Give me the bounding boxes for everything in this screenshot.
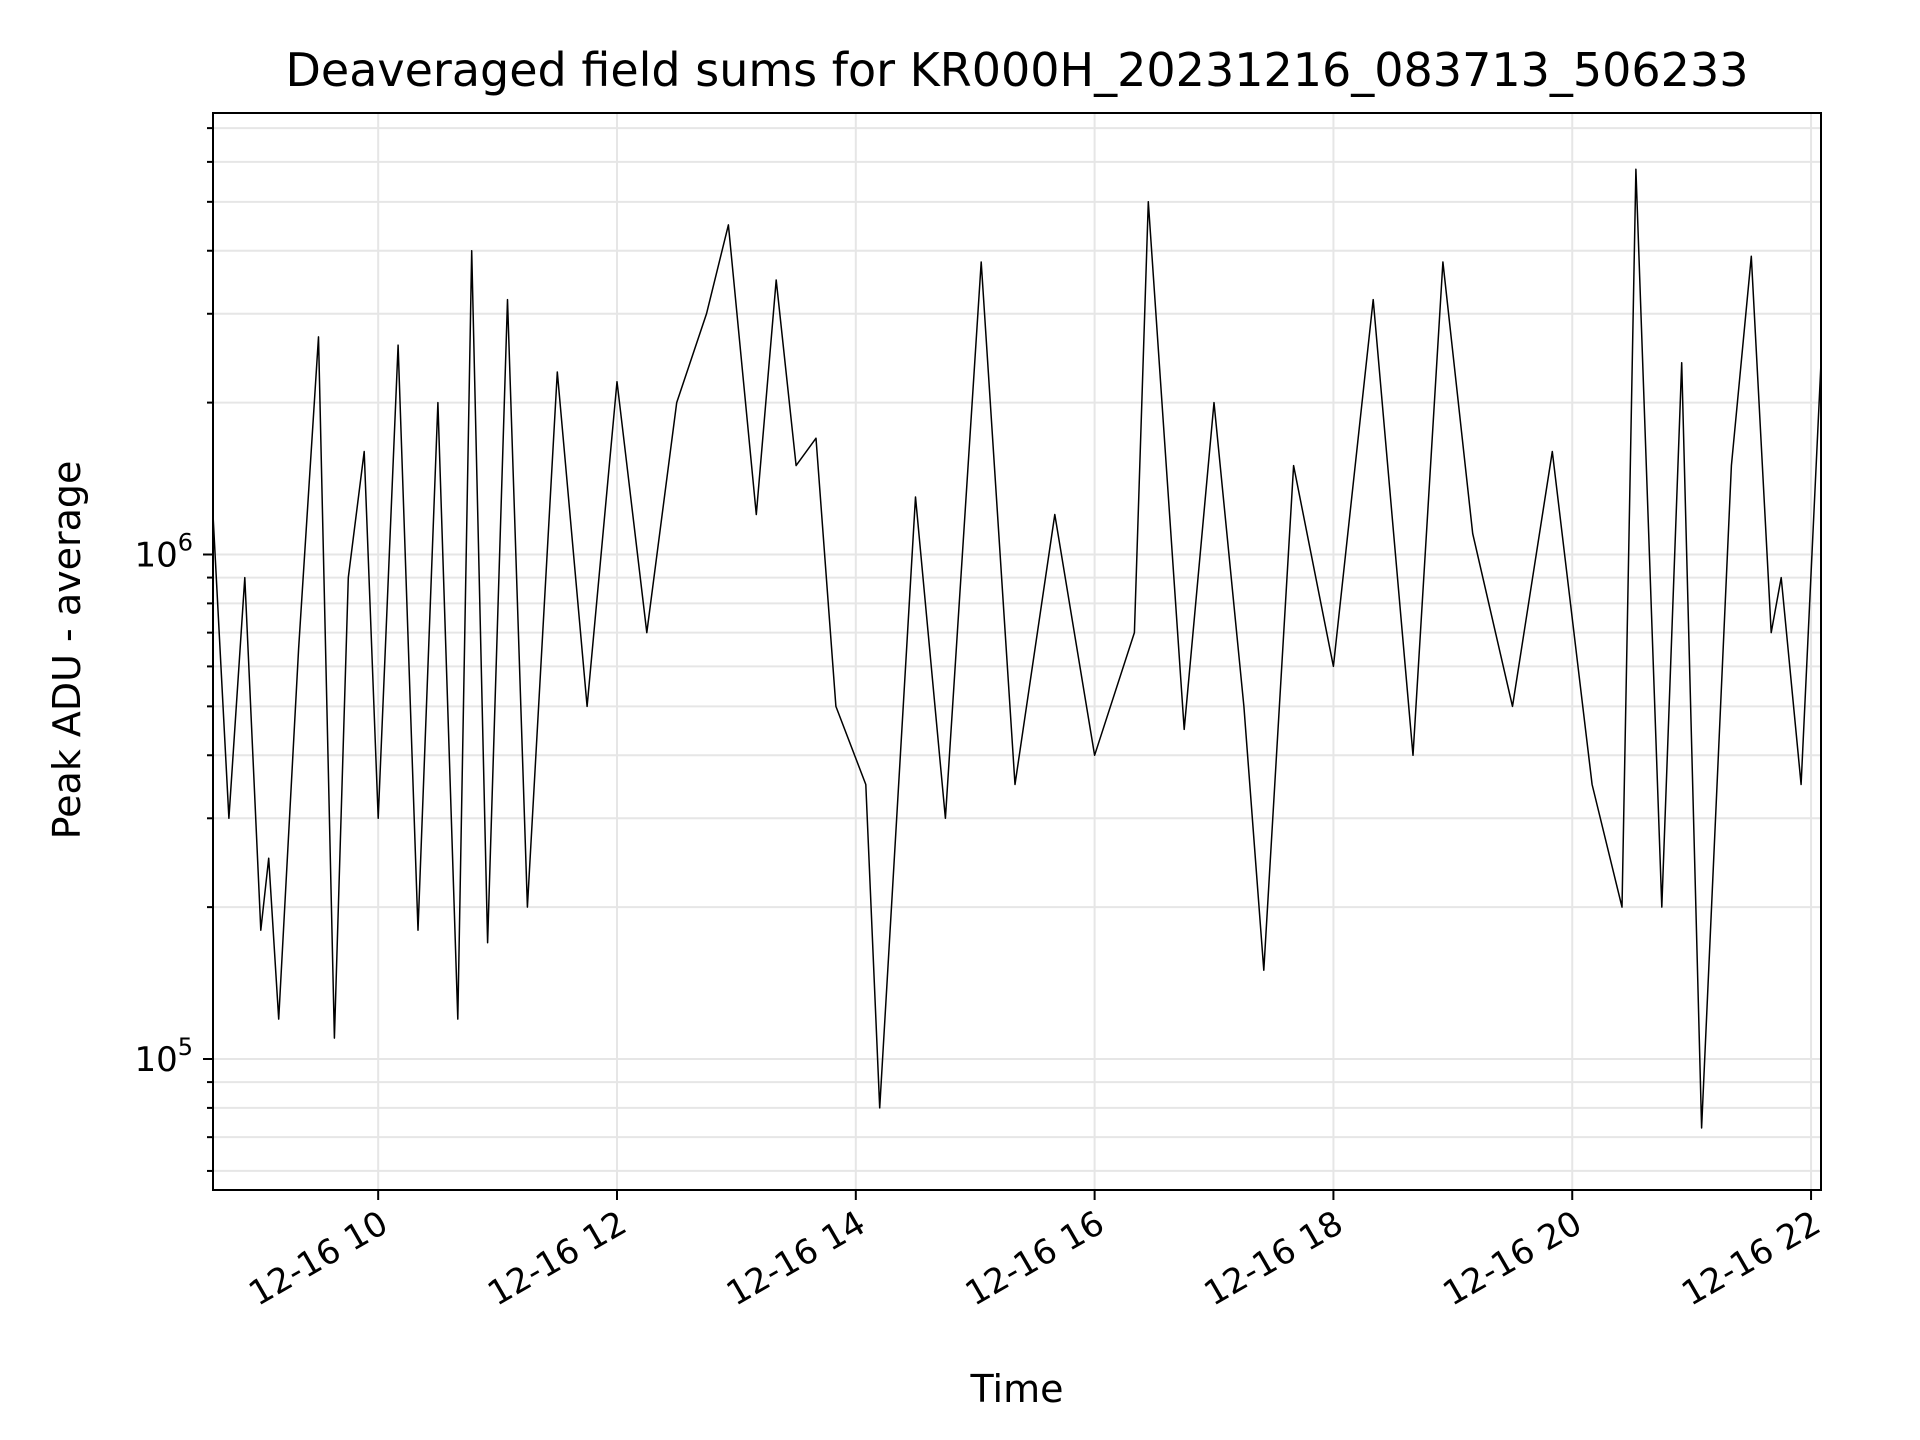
plot-frame bbox=[212, 112, 1822, 1191]
x-tick-label: 12-16 12 bbox=[481, 1203, 633, 1314]
y-tick-label: 106 bbox=[134, 528, 193, 575]
x-tick-label: 12-16 18 bbox=[1198, 1203, 1350, 1314]
x-tick-label: 12-16 10 bbox=[242, 1203, 394, 1314]
y-tick-exponent: 5 bbox=[178, 1033, 193, 1061]
series-line bbox=[212, 168, 1822, 1129]
y-tick-base: 10 bbox=[134, 535, 177, 575]
y-axis-label: Peak ADU - average bbox=[45, 461, 89, 840]
grid-layer bbox=[213, 113, 1821, 1190]
x-tick-label: 12-16 14 bbox=[720, 1203, 872, 1314]
y-tick-label: 105 bbox=[134, 1033, 193, 1080]
x-tick-label: 12-16 16 bbox=[959, 1203, 1111, 1314]
y-tick-exponent: 6 bbox=[178, 528, 193, 556]
x-axis-label: Time bbox=[970, 1367, 1064, 1411]
chart-title: Deaveraged field sums for KR000H_2023121… bbox=[286, 43, 1749, 97]
x-tick-label: 12-16 22 bbox=[1675, 1203, 1827, 1314]
y-tick-base: 10 bbox=[134, 1040, 177, 1080]
x-tick-label: 12-16 20 bbox=[1436, 1203, 1588, 1314]
data-layer bbox=[212, 168, 1822, 1129]
